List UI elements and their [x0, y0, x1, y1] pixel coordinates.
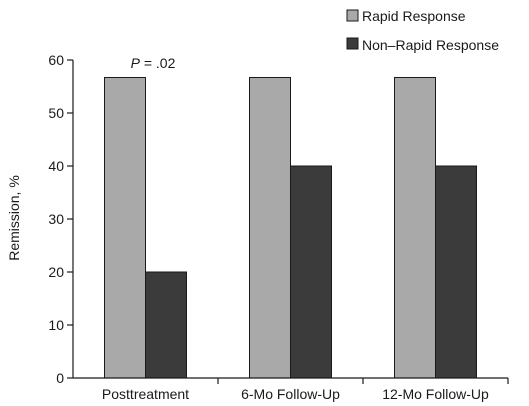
x-axis: Posttreatment 6-Mo Follow-Up 12-Mo Follow-… [102, 378, 509, 402]
legend: Rapid Response Non–Rapid Response [346, 8, 499, 53]
p-value-annotation: P = .02 [131, 55, 176, 71]
legend-swatch-non-rapid-response [346, 37, 359, 50]
y-tick-label: 50 [48, 105, 64, 121]
bar-rapid-response [394, 76, 436, 379]
bar-non-rapid-response [145, 271, 187, 379]
x-category-label: Posttreatment [102, 386, 189, 402]
p-label: P [131, 55, 141, 71]
bar-rapid-response [249, 76, 291, 379]
legend-label-rapid-response: Rapid Response [362, 8, 466, 24]
y-tick-label: 40 [48, 158, 64, 174]
bar-rapid-response [104, 76, 146, 379]
y-axis: 0 10 20 30 40 50 60 [48, 52, 73, 386]
x-category-label: 12-Mo Follow-Up [382, 386, 489, 402]
bar-non-rapid-response [435, 165, 477, 379]
bars [104, 76, 477, 379]
legend-label-non-rapid-response: Non–Rapid Response [362, 37, 499, 53]
y-tick-label: 60 [48, 52, 64, 68]
y-tick-label: 30 [48, 211, 64, 227]
x-category-label: 6-Mo Follow-Up [241, 386, 340, 402]
legend-swatch-rapid-response [346, 9, 359, 22]
bar-non-rapid-response [290, 165, 332, 379]
y-axis-title: Remission, % [6, 175, 22, 261]
y-tick-label: 10 [48, 317, 64, 333]
y-tick-label: 0 [56, 370, 64, 386]
p-value: = .02 [140, 55, 176, 71]
y-tick-label: 20 [48, 264, 64, 280]
